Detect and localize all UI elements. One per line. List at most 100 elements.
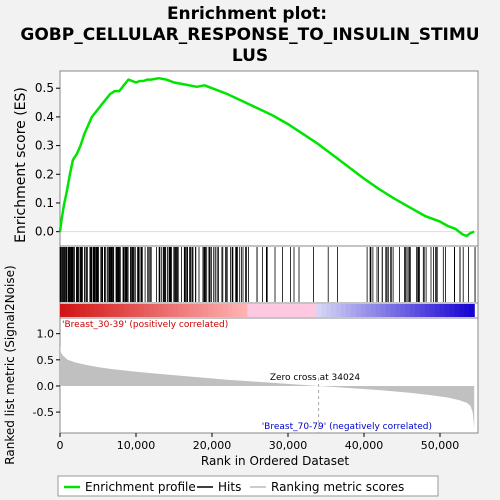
heatmap-cell: [439, 304, 446, 317]
heatmap-cell: [252, 304, 258, 317]
heatmap-cell: [346, 304, 352, 317]
chart-title-line1: Enrichment plot:: [167, 4, 327, 24]
heatmap-cell: [286, 304, 293, 317]
heatmap-cell: [449, 304, 455, 317]
es-plot-area: [59, 70, 479, 247]
heatmap-cell: [119, 304, 125, 317]
heatmap-cell: [203, 304, 209, 317]
heatmap-cell: [60, 304, 66, 317]
x-tick-label: 0: [57, 439, 64, 452]
rank-heatmap-cells: [60, 304, 475, 317]
heatmap-cell: [429, 304, 436, 317]
heatmap-cell: [89, 304, 96, 317]
es-y-axis-label: Enrichment score (ES): [13, 87, 29, 243]
heatmap-cell: [350, 304, 357, 317]
heatmap-cell: [267, 304, 273, 317]
heatmap-cell: [84, 304, 91, 317]
heatmap-cell: [153, 304, 160, 317]
heatmap-cell: [459, 304, 465, 317]
heatmap-cell: [114, 304, 120, 317]
metric-y-tick-label: -0.5: [33, 406, 54, 419]
negative-correlation-label: 'Breast_70-79' (negatively correlated): [262, 422, 432, 432]
heatmap-cell: [306, 304, 312, 317]
heatmap-cell: [355, 304, 362, 317]
heatmap-cell: [301, 304, 308, 317]
heatmap-cell: [79, 304, 86, 317]
heatmap-cell: [326, 304, 332, 317]
legend-box: [57, 475, 439, 497]
chart-title-line2: GOBP_CELLULAR_RESPONSE_TO_INSULIN_STIMU: [20, 25, 479, 45]
heatmap-cell: [370, 304, 377, 317]
heatmap-cell: [365, 304, 372, 317]
heatmap-cell: [148, 304, 155, 317]
heatmap-cell: [410, 304, 416, 317]
heatmap-cell: [380, 304, 386, 317]
heatmap-cell: [163, 304, 170, 317]
heatmap-cell: [341, 304, 347, 317]
heatmap-cell: [464, 304, 470, 317]
x-tick-label: 40,000: [345, 439, 384, 452]
es-y-tick-label: 0.5: [35, 81, 54, 95]
heatmap-cell: [400, 304, 406, 317]
heatmap-cell: [193, 304, 199, 317]
heatmap-cell: [390, 304, 396, 317]
heatmap-cell: [178, 304, 184, 317]
zero-cross-label: Zero cross at 34024: [270, 373, 361, 383]
heatmap-cell: [232, 304, 239, 317]
heatmap-cell: [69, 304, 76, 317]
heatmap-cell: [277, 304, 283, 317]
heatmap-cell: [291, 304, 298, 317]
heatmap-cell: [104, 304, 110, 317]
heatmap-cell: [415, 304, 421, 317]
heatmap-cell: [74, 304, 81, 317]
heatmap-cell: [109, 304, 115, 317]
heatmap-cell: [360, 304, 367, 317]
x-tick-label: 10,000: [117, 439, 156, 452]
heatmap-cell: [227, 304, 234, 317]
metric-y-tick-label: 0.5: [37, 354, 55, 367]
heatmap-cell: [134, 304, 140, 317]
heatmap-cell: [207, 304, 214, 317]
heatmap-cell: [444, 304, 451, 317]
x-tick-label: 30,000: [269, 439, 308, 452]
heatmap-cell: [281, 304, 288, 317]
heatmap-cell: [158, 304, 165, 317]
heatmap-cell: [434, 304, 441, 317]
heatmap-cell: [247, 304, 253, 317]
chart-title-line3: LUS: [232, 46, 268, 66]
heatmap-cell: [454, 304, 460, 317]
heatmap-cell: [331, 304, 337, 317]
metric-y-tick-label: 1.0: [37, 328, 55, 341]
positive-correlation-label: 'Breast_30-39' (positively correlated): [62, 320, 228, 330]
heatmap-cell: [375, 304, 382, 317]
heatmap-cell: [395, 304, 401, 317]
heatmap-cell: [296, 304, 303, 317]
x-axis: 0 10,000 20,000 30,000 40,000 50,000: [57, 433, 460, 452]
x-tick-label: 50,000: [421, 439, 460, 452]
heatmap-cell: [242, 304, 248, 317]
heatmap-cell: [469, 304, 475, 317]
heatmap-cell: [237, 304, 243, 317]
es-y-tick-label: 0.3: [35, 139, 54, 153]
heatmap-cell: [124, 304, 130, 317]
es-y-tick-label: 0.2: [35, 167, 54, 181]
heatmap-cell: [217, 304, 224, 317]
metric-y-tick-label: 0.0: [37, 380, 55, 393]
heatmap-cell: [316, 304, 322, 317]
heatmap-cell: [257, 304, 263, 317]
es-y-tick-label: 0.4: [35, 110, 54, 124]
metric-y-axis: -0.5 0.0 0.5 1.0: [33, 328, 60, 419]
heatmap-cell: [183, 304, 189, 317]
heatmap-cell: [143, 304, 150, 317]
heatmap-cell: [405, 304, 411, 317]
heatmap-cell: [336, 304, 342, 317]
heatmap-cell: [212, 304, 219, 317]
heatmap-cell: [311, 304, 317, 317]
heatmap-cell: [321, 304, 327, 317]
heatmap-cell: [138, 304, 145, 317]
heatmap-cell: [222, 304, 229, 317]
metric-y-axis-label: Ranked list metric (Signal2Noise): [3, 265, 17, 464]
heatmap-cell: [272, 304, 278, 317]
legend-enrichment-label: Enrichment profile: [85, 480, 196, 494]
